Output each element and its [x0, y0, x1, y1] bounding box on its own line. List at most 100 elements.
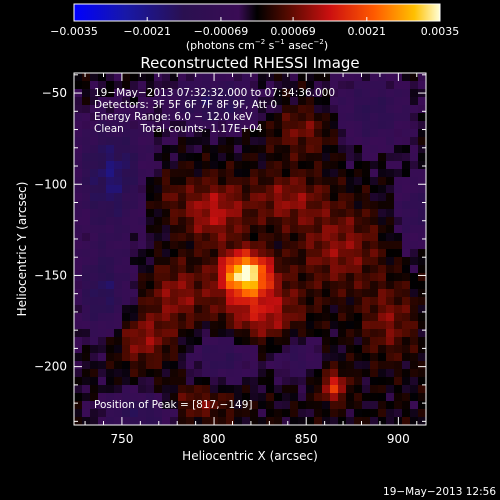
- heatmap-cell: [218, 401, 227, 410]
- heatmap-cell: [370, 417, 379, 426]
- heatmap-cell: [162, 313, 171, 322]
- heatmap-cell: [154, 241, 163, 250]
- heatmap-cell: [154, 145, 163, 154]
- heatmap-cell: [122, 193, 131, 202]
- heatmap-cell: [346, 201, 355, 210]
- heatmap-cell: [386, 249, 395, 258]
- heatmap-cell: [170, 401, 179, 410]
- heatmap-cell: [266, 385, 275, 394]
- heatmap-cell: [410, 209, 419, 218]
- heatmap-cell: [402, 73, 411, 82]
- heatmap-cell: [194, 361, 203, 370]
- heatmap-cell: [354, 409, 363, 418]
- heatmap-cell: [354, 305, 363, 314]
- heatmap-cell: [290, 161, 299, 170]
- heatmap-cell: [106, 305, 115, 314]
- heatmap-cell: [98, 113, 107, 122]
- heatmap-cell: [362, 313, 371, 322]
- heatmap-cell: [386, 73, 395, 82]
- heatmap-cell: [162, 417, 171, 426]
- heatmap-cell: [226, 241, 235, 250]
- heatmap-cell: [298, 369, 307, 378]
- heatmap-cell: [314, 305, 323, 314]
- heatmap-cell: [394, 401, 403, 410]
- heatmap-cell: [394, 201, 403, 210]
- chart-title: Reconstructed RHESSI Image: [140, 54, 359, 72]
- heatmap-cell: [90, 353, 99, 362]
- heatmap-cell: [178, 265, 187, 274]
- heatmap-cell: [338, 233, 347, 242]
- heatmap-cell: [346, 401, 355, 410]
- heatmap-cell: [138, 153, 147, 162]
- heatmap-cell: [346, 297, 355, 306]
- heatmap-cell: [194, 201, 203, 210]
- heatmap-cell: [90, 305, 99, 314]
- heatmap-cell: [98, 377, 107, 386]
- heatmap-cell: [266, 121, 275, 130]
- heatmap-cell: [370, 313, 379, 322]
- heatmap-cell: [114, 337, 123, 346]
- heatmap-cell: [74, 121, 83, 130]
- heatmap-cell: [266, 321, 275, 330]
- heatmap-cell: [202, 313, 211, 322]
- heatmap-cell: [370, 233, 379, 242]
- heatmap-cell: [154, 345, 163, 354]
- heatmap-cell: [186, 185, 195, 194]
- heatmap-cell: [138, 289, 147, 298]
- heatmap-cell: [138, 353, 147, 362]
- heatmap-cell: [274, 393, 283, 402]
- info-detectors: Detectors: 3F 5F 6F 7F 8F 9F, Att 0: [94, 99, 277, 111]
- heatmap-cell: [202, 289, 211, 298]
- heatmap-cell: [410, 113, 419, 122]
- heatmap-cell: [362, 225, 371, 234]
- heatmap-cell: [306, 193, 315, 202]
- heatmap-cell: [370, 249, 379, 258]
- heatmap-cell: [410, 289, 419, 298]
- heatmap-cell: [394, 273, 403, 282]
- heatmap-cell: [154, 209, 163, 218]
- heatmap-cell: [82, 289, 91, 298]
- heatmap-cell: [178, 161, 187, 170]
- heatmap-cell: [106, 113, 115, 122]
- heatmap-cell: [146, 89, 155, 98]
- heatmap-cell: [354, 273, 363, 282]
- colorbar-unit-label: (photons cm−2 s−1 asec−2): [186, 38, 328, 52]
- heatmap-cell: [74, 281, 83, 290]
- heatmap-cell: [130, 185, 139, 194]
- heatmap-cell: [306, 97, 315, 106]
- heatmap-cell: [170, 113, 179, 122]
- heatmap-cell: [74, 353, 83, 362]
- heatmap-cell: [154, 97, 163, 106]
- heatmap-cell: [250, 241, 259, 250]
- heatmap-cell: [90, 337, 99, 346]
- heatmap-cell: [98, 241, 107, 250]
- heatmap-cell: [234, 241, 243, 250]
- heatmap-cell: [226, 153, 235, 162]
- heatmap-cell: [378, 281, 387, 290]
- heatmap-cell: [146, 361, 155, 370]
- heatmap-cell: [362, 97, 371, 106]
- heatmap-cell: [202, 145, 211, 154]
- heatmap-cell: [162, 297, 171, 306]
- heatmap-cell: [354, 241, 363, 250]
- heatmap-cell: [290, 233, 299, 242]
- heatmap-cell: [378, 297, 387, 306]
- heatmap-cell: [106, 345, 115, 354]
- heatmap-cell: [82, 273, 91, 282]
- heatmap-cell: [266, 137, 275, 146]
- heatmap-cell: [410, 353, 419, 362]
- heatmap-cell: [314, 81, 323, 90]
- heatmap-cell: [178, 105, 187, 114]
- heatmap-cell: [234, 273, 243, 282]
- heatmap-cell: [130, 337, 139, 346]
- heatmap-cell: [186, 169, 195, 178]
- heatmap-cell: [74, 169, 83, 178]
- heatmap-cell: [290, 273, 299, 282]
- heatmap-cell: [186, 193, 195, 202]
- heatmap-cell: [178, 81, 187, 90]
- heatmap-cell: [274, 105, 283, 114]
- heatmap-cell: [210, 305, 219, 314]
- heatmap-cell: [122, 257, 131, 266]
- heatmap-cell: [418, 321, 427, 330]
- heatmap-cell: [130, 273, 139, 282]
